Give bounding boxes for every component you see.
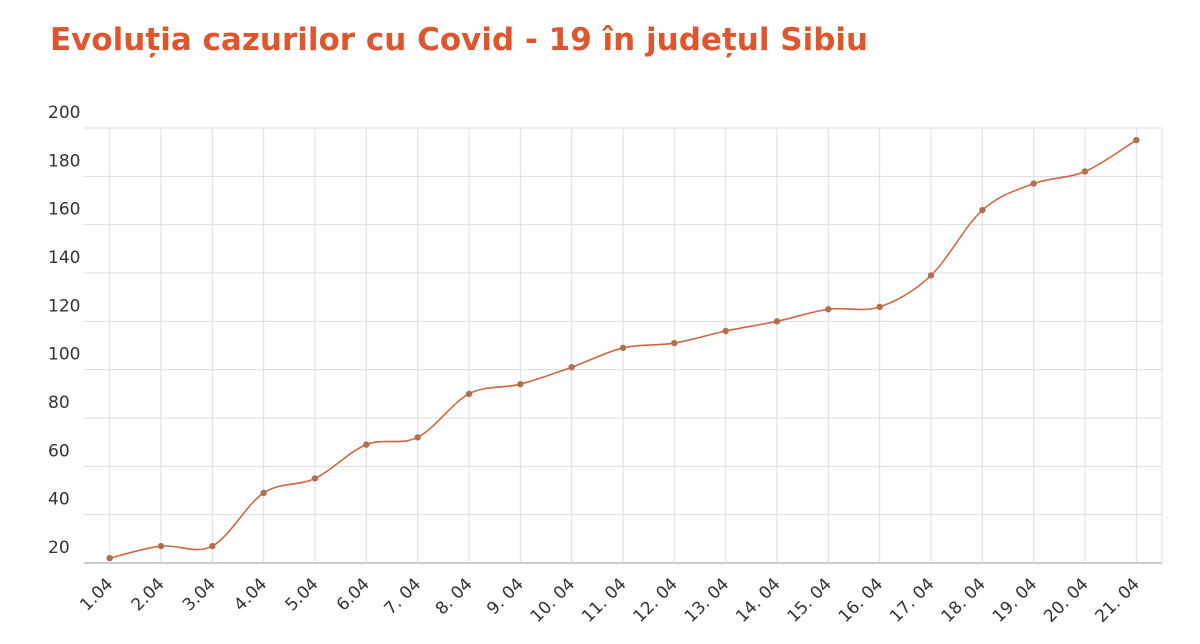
point	[876, 303, 883, 311]
point	[671, 339, 678, 347]
point	[260, 489, 267, 497]
x-tick-label: 3.04	[179, 574, 220, 615]
x-tick-label: 11. 04	[578, 574, 630, 626]
point	[773, 318, 781, 325]
point	[927, 272, 935, 279]
point	[106, 554, 113, 562]
x-tick-label: 18. 04	[937, 574, 989, 626]
x-tick-label: 9. 04	[483, 574, 528, 619]
point	[568, 364, 575, 371]
y-tick-label: 80	[48, 393, 70, 413]
x-tick-label: 1.04	[76, 574, 117, 615]
point	[465, 390, 473, 398]
x-tick-label: 5.04	[282, 574, 323, 615]
y-tick-label: 40	[48, 490, 70, 510]
point	[311, 475, 319, 482]
x-tick-label: 15. 04	[783, 574, 835, 626]
x-tick-label: 13. 04	[681, 574, 733, 626]
x-tick-label: 4.04	[230, 574, 271, 615]
y-tick-label: 100	[48, 345, 80, 365]
y-tick-label: 180	[48, 151, 80, 171]
y-tick-label: 60	[48, 441, 70, 461]
point	[1081, 168, 1089, 175]
point	[1030, 180, 1037, 187]
x-tick-label: 2.04	[128, 574, 169, 615]
point	[1133, 136, 1140, 144]
y-tick-label: 140	[48, 248, 80, 268]
point	[363, 441, 370, 448]
point	[619, 344, 627, 352]
point	[979, 206, 986, 214]
point	[209, 542, 216, 550]
y-tick-label: 120	[48, 296, 80, 316]
point	[414, 434, 421, 441]
x-tick-label: 7. 04	[380, 574, 425, 619]
x-tick-label: 8. 04	[432, 574, 477, 619]
x-tick-label: 20. 04	[1040, 574, 1092, 626]
x-tick-label: 10. 04	[527, 574, 579, 626]
x-tick-label: 19. 04	[989, 574, 1041, 626]
y-tick-label: 20	[48, 538, 70, 558]
x-tick-label: 12. 04	[629, 574, 681, 626]
y-tick-label: 160	[48, 200, 80, 220]
point	[157, 542, 165, 550]
y-tick-label: 200	[48, 103, 80, 123]
x-tick-label: 21. 04	[1091, 574, 1143, 626]
x-tick-label: 17. 04	[886, 574, 938, 626]
chart-title: Evoluția cazurilor cu Covid - 19 în jude…	[50, 22, 868, 58]
x-tick-label: 16. 04	[835, 574, 887, 626]
x-tick-label: 6.04	[333, 574, 374, 615]
point	[825, 306, 832, 313]
point	[722, 327, 729, 335]
point	[517, 380, 524, 388]
x-tick-label: 14. 04	[732, 574, 784, 626]
